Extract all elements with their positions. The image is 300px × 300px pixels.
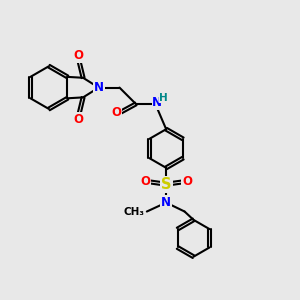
Text: O: O — [140, 175, 150, 188]
Text: N: N — [94, 81, 104, 94]
Text: O: O — [74, 49, 84, 62]
Text: N: N — [152, 96, 162, 109]
Text: O: O — [111, 106, 121, 119]
Text: H: H — [159, 93, 168, 103]
Text: CH₃: CH₃ — [124, 206, 145, 217]
Text: S: S — [161, 177, 171, 192]
Text: O: O — [74, 113, 84, 126]
Text: N: N — [161, 196, 171, 209]
Text: O: O — [182, 175, 192, 188]
